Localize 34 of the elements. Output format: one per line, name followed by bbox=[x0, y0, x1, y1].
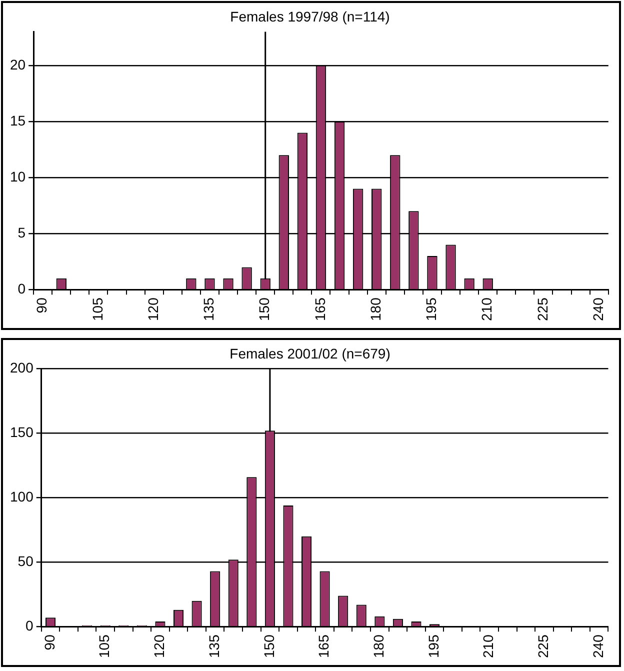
x-tick-label: 225 bbox=[534, 297, 550, 321]
x-tick-label: 90 bbox=[41, 634, 58, 650]
x-tick-label: 120 bbox=[151, 634, 168, 658]
y-tick-label: 200 bbox=[10, 360, 34, 376]
x-tick-label: 210 bbox=[480, 634, 496, 658]
x-tick-label: 150 bbox=[260, 634, 277, 658]
x-tick-label: 135 bbox=[200, 297, 217, 321]
y-tick-label: 10 bbox=[10, 168, 26, 184]
y-tick-label: 15 bbox=[10, 112, 26, 128]
y-tick-label: 5 bbox=[18, 224, 26, 240]
x-tick-label: 180 bbox=[370, 634, 387, 658]
y-tick-label: 50 bbox=[18, 553, 34, 570]
x-tick-label: 210 bbox=[478, 297, 495, 321]
chart-title: Females 2001/02 (n=679) bbox=[230, 345, 390, 362]
y-tick-label: 0 bbox=[26, 618, 34, 634]
y-tick-label: 150 bbox=[10, 424, 34, 440]
x-tick-label: 195 bbox=[423, 297, 440, 321]
y-tick-label: 0 bbox=[18, 280, 26, 296]
x-tick-label: 105 bbox=[96, 634, 112, 658]
chart-title: Females 1997/98 (n=114) bbox=[230, 8, 390, 24]
y-tick-label: 100 bbox=[10, 488, 34, 505]
x-tick-label: 135 bbox=[206, 634, 222, 658]
x-tick-label: 240 bbox=[590, 297, 606, 321]
x-tick-label: 225 bbox=[535, 634, 552, 658]
y-tick-label: 20 bbox=[10, 56, 26, 72]
x-tick-label: 120 bbox=[144, 297, 161, 321]
x-tick-label: 240 bbox=[590, 634, 606, 658]
x-tick-label: 195 bbox=[425, 634, 442, 658]
x-tick-label: 165 bbox=[316, 634, 332, 658]
x-tick-label: 90 bbox=[34, 297, 50, 314]
x-tick-label: 150 bbox=[256, 297, 272, 321]
x-tick-label: 165 bbox=[312, 297, 328, 321]
x-tick-label: 180 bbox=[367, 297, 384, 321]
x-tick-label: 105 bbox=[89, 297, 106, 321]
